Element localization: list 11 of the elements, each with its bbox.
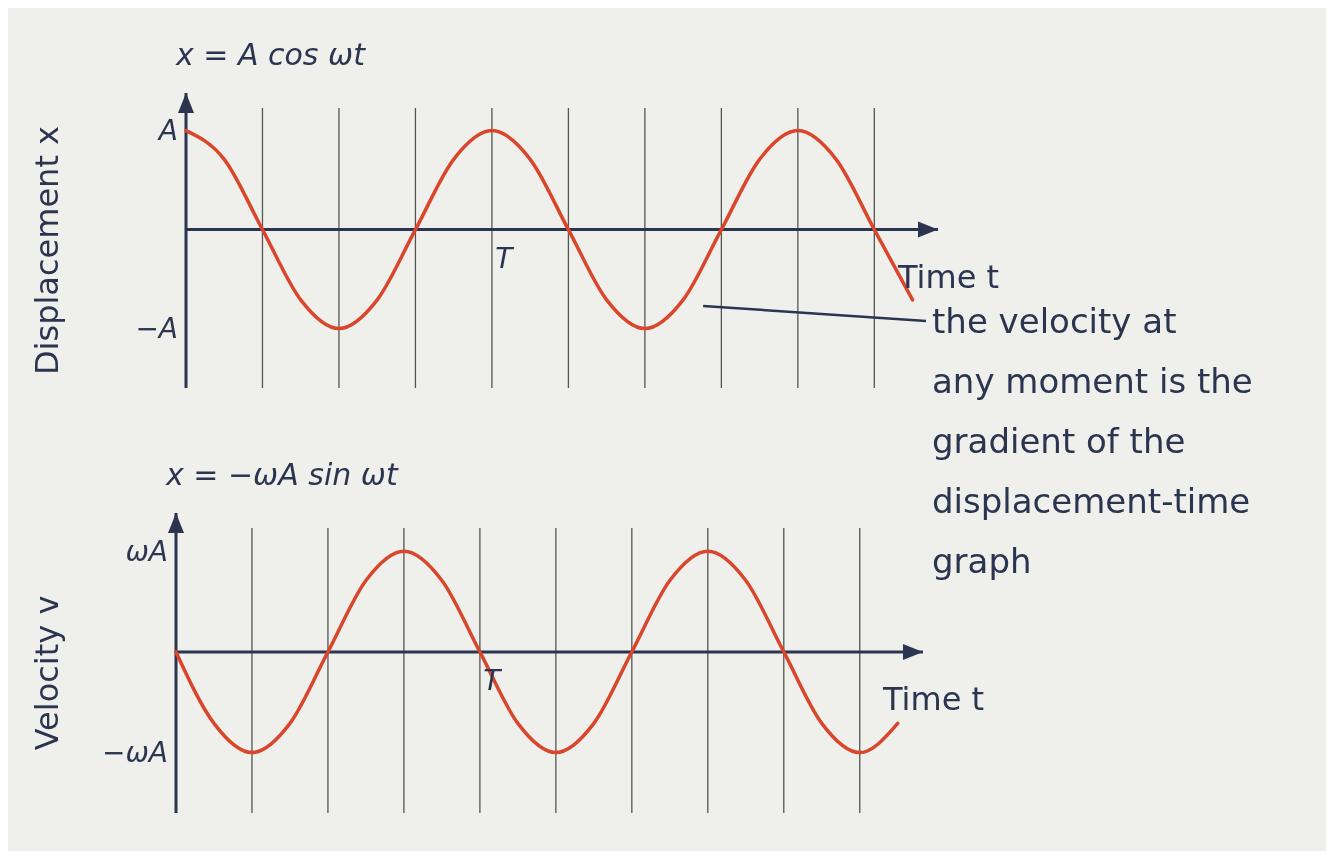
- annotation: the velocity at any moment is the gradient of the displacement-time graph: [932, 301, 1253, 581]
- annotation: T: [495, 241, 515, 275]
- y-axis-title: Displacement x: [28, 125, 66, 376]
- chart-title: x = −ωA sin ωt: [165, 457, 399, 492]
- text: −A: [135, 312, 178, 346]
- x-axis-title: Time t: [882, 679, 985, 718]
- text: A: [156, 114, 178, 148]
- text: ωA: [125, 535, 168, 569]
- chart-title: x = A cos ωt: [175, 37, 367, 72]
- y-axis-title: Velocity v: [28, 595, 66, 751]
- text: −ωA: [101, 736, 168, 770]
